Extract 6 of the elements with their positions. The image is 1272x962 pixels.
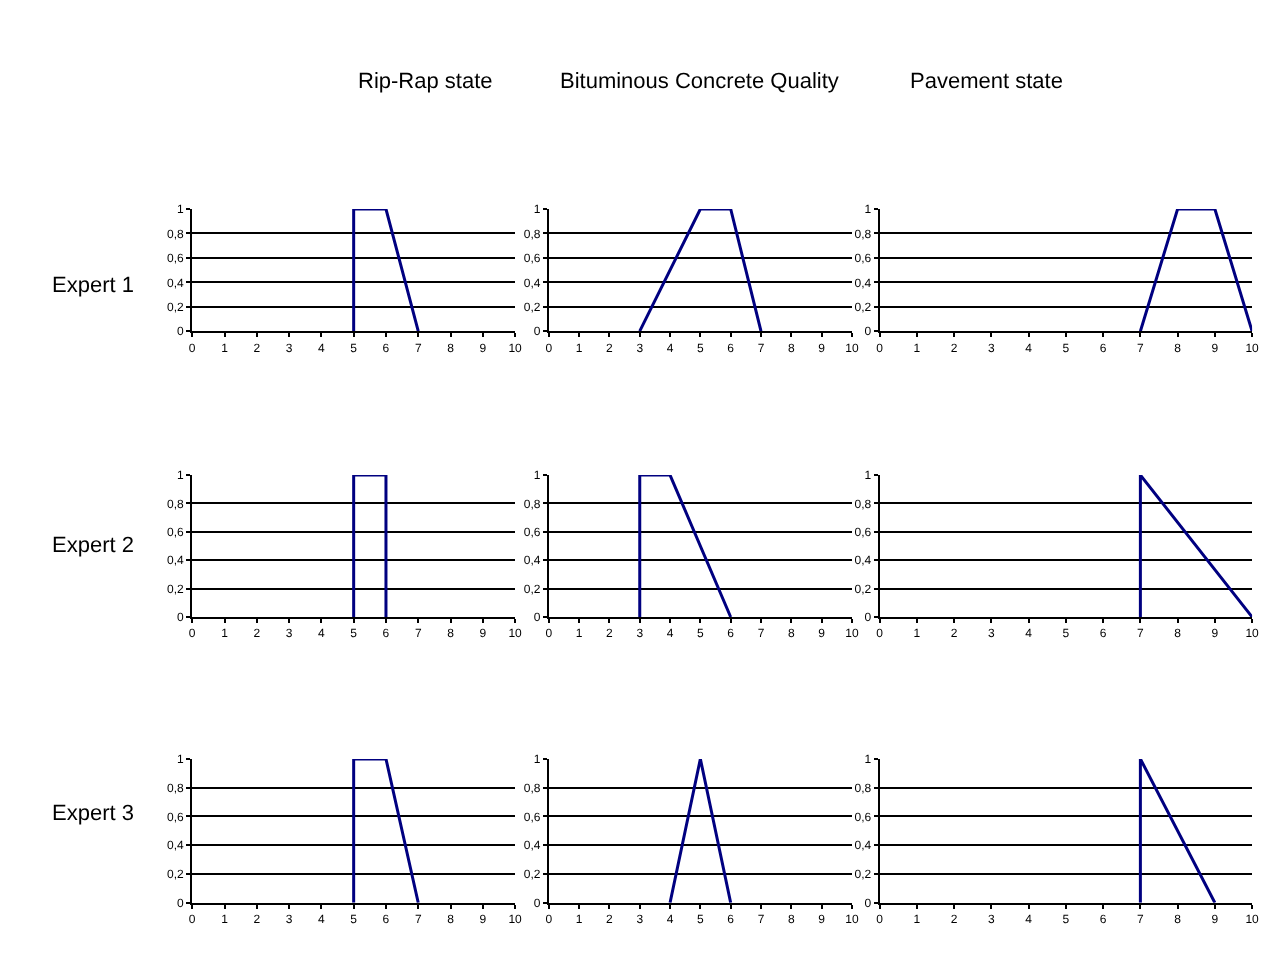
y-axis-title: Expert 2 [52,534,134,558]
y-axis-title: Expert 1 [52,274,134,298]
chart-title: Bituminous Concrete Quality [560,70,840,94]
chart-title: Pavement state [910,70,1063,94]
y-axis-title: Expert 3 [52,802,134,826]
chart-title: Rip-Rap state [358,70,493,94]
